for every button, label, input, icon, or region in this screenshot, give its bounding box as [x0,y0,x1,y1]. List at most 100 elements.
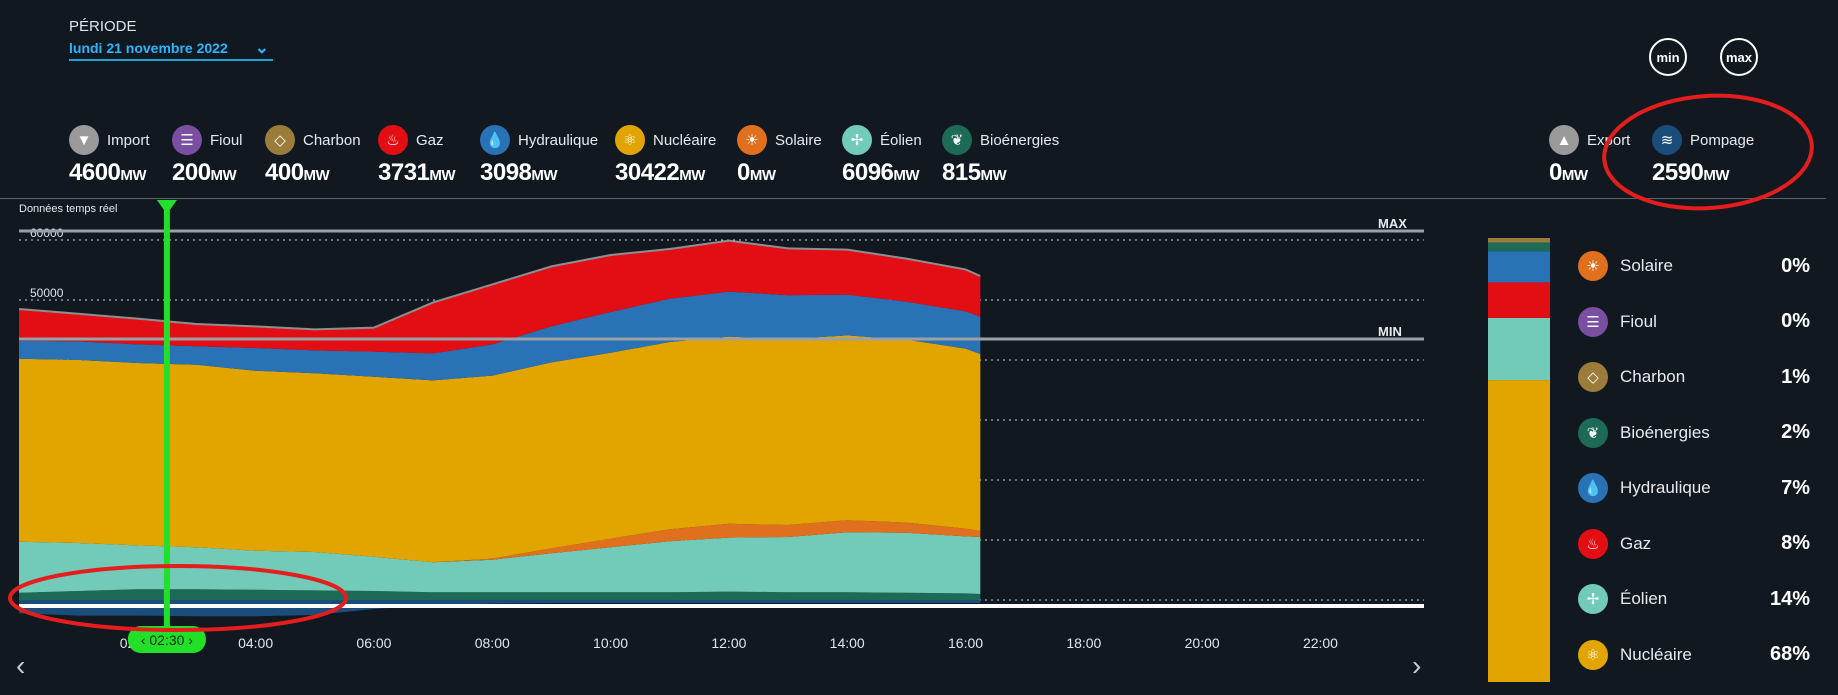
source-icon: ❦ [942,125,972,155]
legend-pct: 68% [1769,643,1810,665]
source-name: Charbon [303,131,361,149]
legend-item[interactable]: 💧 Hydraulique 7% [1578,470,1810,506]
legend-item[interactable]: ✢ Éolien 14% [1578,581,1810,617]
time-cursor-label[interactable]: ‹ 02:30 › [141,632,193,648]
legend-pct: 0% [1781,310,1810,332]
prev-day-arrow-icon[interactable]: ‹ [16,650,26,681]
source-value: 3731MW [378,159,456,186]
legend-name: Gaz [1620,533,1652,553]
source-value: 0MW [737,159,776,186]
divider [0,198,1826,199]
source-name: Solaire [775,131,822,149]
mix-stacked-bar [1488,238,1550,682]
stack-seg-Hydraulique [1488,251,1550,283]
time-cursor-label-bg[interactable] [127,626,206,653]
x-tick-label: 16:00 [948,635,983,651]
legend-icon: ◇ [1578,362,1608,392]
x-tick-label: 20:00 [1185,635,1220,651]
y-tick-label: 60000 [30,226,64,240]
legend-icon: ☀ [1578,251,1608,281]
legend-name: Solaire [1620,256,1673,275]
area-hydraulique [19,291,981,381]
legend-icon: ♨ [1578,528,1608,559]
source-prod-0[interactable]: ▼ Import 4600MW [69,125,150,187]
source-prod-2[interactable]: ◇ Charbon 400MW [265,125,361,187]
legend-pct: 14% [1769,587,1810,610]
source-name: Éolien [880,131,922,149]
date-select[interactable]: lundi 21 novembre 2022 ⌄ [69,38,273,61]
ref-label-min: MIN [1378,324,1402,339]
source-value: 3098MW [480,159,558,186]
source-icon: 💧 [480,125,510,155]
legend-pct: 1% [1781,365,1810,388]
chevron-down-icon: ⌄ [254,38,269,57]
legend-icon: ☰ [1578,306,1608,337]
legend-pct: 0% [1781,254,1810,277]
source-value: 4600MW [69,159,147,186]
time-cursor-handle[interactable] [156,200,177,214]
y-tick-label: 50000 [30,286,64,300]
source-prod-3[interactable]: ♨ Gaz 3731MW [378,125,456,187]
x-tick-label: 12:00 [711,635,746,651]
legend-item[interactable]: ☀ Solaire 0% [1578,248,1810,284]
legend-item[interactable]: ⚛ Nucléaire 68% [1578,637,1810,673]
source-value: 815MW [942,159,1007,186]
source-value: 0MW [1549,159,1588,186]
legend-pct: 8% [1781,532,1810,554]
ref-label-max: MAX [1378,216,1407,231]
legend-name: Charbon [1620,367,1686,386]
source-value: 30422MW [615,159,705,186]
source-name: Fioul [210,131,243,149]
stack-seg-Éolien [1488,317,1550,381]
area-nucléaire [19,335,981,563]
legend-icon: ❦ [1578,417,1608,448]
source-exp-1[interactable]: ≋ Pompage 2590MW [1652,125,1754,187]
production-chart[interactable]: 0100002000030000400005000060000MAXMIN02:… [0,198,1440,668]
x-tick-label: 14:00 [830,635,865,651]
legend-name: Éolien [1620,589,1668,608]
source-prod-6[interactable]: ☀ Solaire 0MW [737,125,822,187]
source-exp-0[interactable]: ▲ Export 0MW [1549,125,1630,187]
date-value: lundi 21 novembre 2022 [69,40,228,56]
source-name: Import [107,131,150,149]
source-prod-4[interactable]: 💧 Hydraulique 3098MW [480,125,598,187]
source-prod-7[interactable]: ✢ Éolien 6096MW [842,125,922,187]
area-solaire [19,520,981,563]
source-prod-5[interactable]: ⚛ Nucléaire 30422MW [615,125,716,187]
legend-item[interactable]: ◇ Charbon 1% [1578,359,1810,395]
legend-item[interactable]: ☰ Fioul 0% [1578,304,1810,340]
total-outline [18,239,981,331]
legend-icon: ✢ [1578,584,1608,614]
next-day-arrow-icon[interactable]: › [1412,650,1422,681]
source-value: 2590MW [1652,159,1730,186]
source-name: Pompage [1690,131,1755,149]
source-icon: ☀ [737,125,767,155]
source-prod-8[interactable]: ❦ Bioénergies 815MW [942,125,1059,187]
legend-icon: ⚛ [1578,639,1608,670]
legend-name: Hydraulique [1620,478,1711,497]
source-value: 6096MW [842,159,920,186]
stack-seg-Bioénergies [1488,242,1550,252]
x-tick-label: 22:00 [1303,635,1338,651]
max-button[interactable]: max [1720,38,1758,76]
x-tick-label: 18:00 [1066,635,1101,651]
source-name: Export [1587,131,1631,149]
periode-label: PÉRIODE [69,18,137,35]
source-icon: ✢ [842,125,872,155]
source-name: Gaz [416,131,444,149]
stack-seg-Gaz [1488,282,1550,318]
source-name: Hydraulique [518,131,599,149]
source-prod-1[interactable]: ☰ Fioul 200MW [172,125,243,187]
source-name: Bioénergies [980,131,1060,149]
x-tick-label: 04:00 [238,635,273,651]
source-icon: ♨ [378,125,408,155]
min-button[interactable]: min [1649,38,1687,76]
realtime-label: Données temps réel [19,203,118,215]
legend-item[interactable]: ❦ Bioénergies 2% [1578,415,1810,451]
stack-seg-Charbon [1488,238,1550,243]
source-value: 200MW [172,159,237,186]
legend-name: Nucléaire [1620,644,1692,664]
legend-item[interactable]: ♨ Gaz 8% [1578,526,1810,562]
source-icon: ⚛ [615,125,645,155]
x-tick-label: 06:00 [356,635,391,651]
